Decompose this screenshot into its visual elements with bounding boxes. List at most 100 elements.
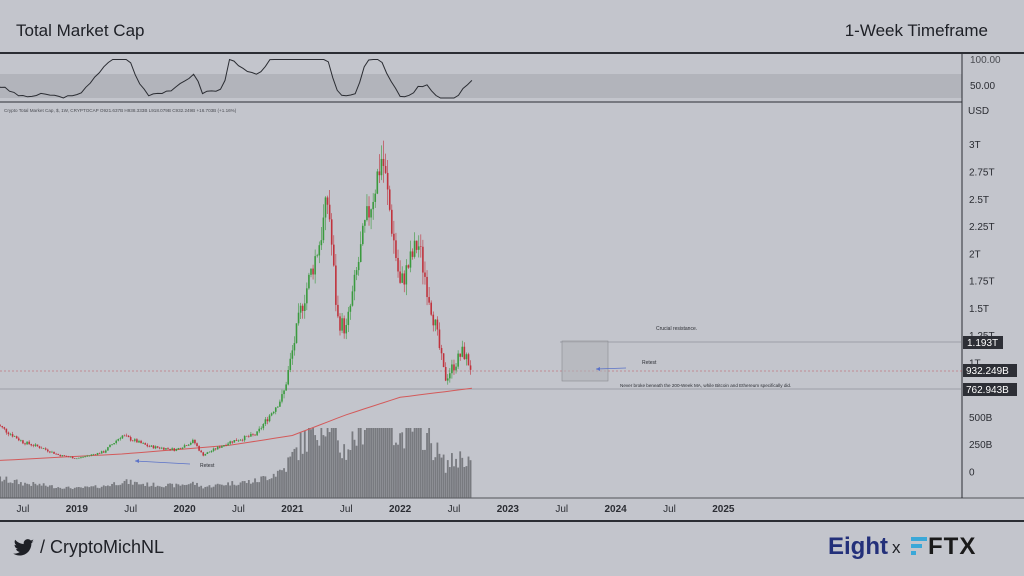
volume-bar: [183, 485, 186, 498]
volume-bar: [293, 448, 296, 498]
candle-body: [393, 233, 395, 241]
candle-body: [422, 246, 424, 273]
volume-bar: [438, 453, 441, 498]
volume-bar: [463, 467, 466, 498]
volume-bar: [167, 483, 169, 498]
candle-body: [415, 240, 418, 250]
volume-bar: [22, 485, 24, 498]
volume-bar: [318, 445, 321, 498]
candle-body: [196, 443, 198, 447]
footer: / CryptoMichNL Eight x FTX: [0, 520, 1024, 576]
candle-body: [243, 435, 246, 441]
twitter-handle[interactable]: / CryptoMichNL: [40, 537, 165, 557]
candle-body: [395, 240, 397, 258]
twitter-icon[interactable]: [13, 539, 35, 557]
candle-body: [262, 423, 265, 429]
candle-body: [210, 450, 213, 452]
volume-bar: [0, 476, 2, 498]
candle-body: [61, 455, 64, 457]
volume-bar: [142, 483, 145, 498]
time-tick-label: 2023: [497, 504, 520, 515]
candle-body: [51, 451, 53, 453]
candle-body: [163, 447, 165, 450]
candle-body: [384, 165, 387, 173]
candle-body: [239, 439, 242, 441]
candle-body: [272, 411, 275, 414]
volume-bar: [339, 452, 341, 498]
volume-bar: [341, 458, 343, 498]
tag-ma200: 762.943B: [963, 383, 1017, 396]
candle-body: [316, 255, 319, 257]
candle-body: [241, 439, 244, 441]
candle-body: [357, 261, 360, 271]
candle-body: [167, 448, 169, 449]
volume-bar: [15, 479, 18, 498]
ftx-logo-icon: [911, 537, 927, 555]
chart-area[interactable]: 100.00 50.00 Crypto Total Market Cap, $,…: [0, 54, 1024, 520]
price-tick-label: 1.5T: [969, 304, 989, 315]
volume-bar: [378, 428, 381, 498]
candle-body: [138, 440, 140, 443]
volume-bar: [465, 466, 468, 498]
candle-body: [277, 406, 279, 408]
candle-body: [144, 443, 147, 445]
candle-body: [293, 343, 296, 351]
price-ticks: 3T2.75T2.5T2.25T2T1.75T1.5T1.25T1T500B25…: [969, 140, 995, 478]
volume-bar: [121, 483, 124, 498]
volume-bar: [231, 481, 234, 498]
volume-bar: [401, 432, 404, 498]
volume-bar: [98, 488, 101, 498]
candle-body: [306, 288, 308, 304]
candle-body: [382, 158, 385, 166]
volume-bar: [382, 428, 385, 498]
price-chart[interactable]: 100.00 50.00 Crypto Total Market Cap, $,…: [0, 54, 1024, 520]
rsi-axis-100: 100.00: [970, 55, 1001, 66]
candle-body: [274, 407, 277, 412]
candle-body: [15, 436, 18, 439]
volume-bar: [442, 454, 445, 498]
svg-text:762.943B: 762.943B: [966, 385, 1009, 396]
price-unit: USD: [968, 106, 989, 117]
volume-bar: [24, 482, 26, 498]
candle-body: [378, 171, 381, 176]
time-tick-label: 2024: [604, 504, 627, 515]
candle-body: [175, 448, 178, 451]
candle-body: [324, 197, 327, 218]
volume-bar: [434, 457, 437, 498]
retest-arrowhead-right: [596, 367, 600, 371]
candle-body: [343, 318, 345, 334]
volume-bar: [225, 485, 227, 498]
candle-body: [86, 455, 88, 457]
volume-bar: [417, 428, 420, 498]
volume-bar: [322, 435, 325, 498]
candle-body: [67, 456, 70, 458]
volume-bar: [233, 484, 236, 498]
volume-bar: [65, 486, 68, 498]
annotation-retest-left: Retest: [200, 463, 215, 469]
chart-title: Total Market Cap: [16, 21, 145, 40]
symbol-info: Crypto Total Market Cap, $, 1W, CRYPTOCA…: [4, 108, 237, 113]
time-tick-label: Jul: [340, 504, 353, 515]
volume-bar: [208, 485, 211, 498]
volume-bar: [324, 436, 327, 498]
volume-bar: [312, 428, 314, 498]
candle-body: [231, 441, 234, 443]
candle-body: [361, 225, 364, 245]
candle-body: [436, 319, 439, 330]
candle-body: [314, 256, 316, 275]
volume-bar: [295, 447, 298, 498]
time-tick-label: Jul: [663, 504, 676, 515]
timeframe-label: 1-Week Timeframe: [844, 21, 988, 40]
volume-bar: [337, 440, 339, 498]
candle-body: [227, 443, 229, 446]
volume-bar: [38, 483, 41, 498]
candle-body: [105, 450, 107, 453]
candle-body: [7, 432, 10, 435]
time-tick-label: 2022: [389, 504, 412, 515]
candle-body: [214, 448, 217, 450]
time-tick-label: Jul: [448, 504, 461, 515]
candle-body: [287, 369, 289, 385]
volume-bar: [102, 485, 105, 498]
volume-bar: [173, 487, 176, 498]
volume-bar: [71, 489, 74, 498]
